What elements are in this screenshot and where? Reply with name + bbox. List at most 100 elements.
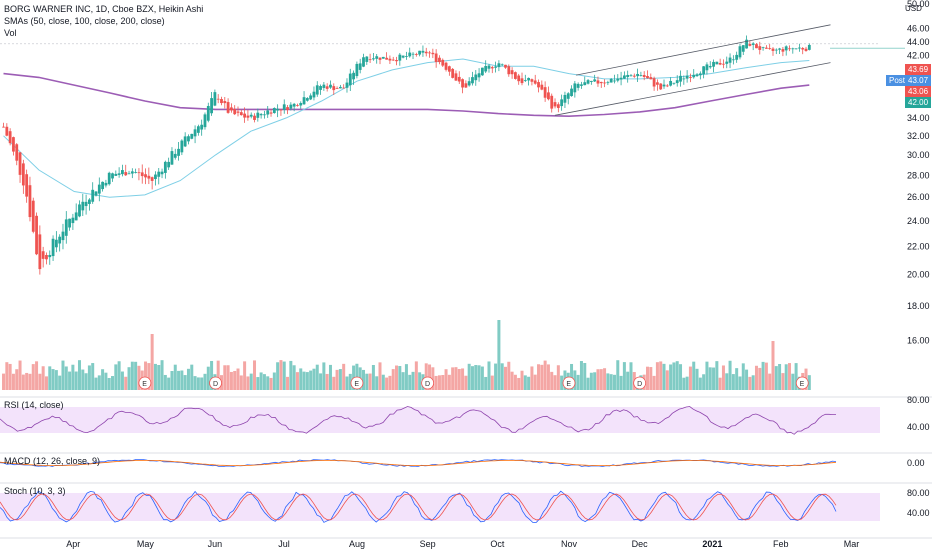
candle-body (137, 172, 141, 174)
event-label: E (800, 381, 805, 388)
candle-body (494, 66, 497, 68)
candle-body (236, 111, 240, 113)
candle-body (741, 45, 745, 52)
volume-bar (497, 320, 501, 390)
candle-body (87, 199, 91, 204)
volume-bar (503, 366, 507, 390)
candle-body (477, 73, 481, 78)
volume-bar (342, 363, 346, 390)
volume-bar (74, 371, 78, 390)
candle-body (629, 75, 633, 77)
volume-bar (94, 377, 98, 390)
volume-bar (434, 375, 438, 390)
volume-bar (18, 360, 22, 390)
volume-bar (523, 375, 527, 390)
candle-body (2, 126, 5, 128)
candle-body (556, 104, 560, 108)
volume-bar (437, 375, 441, 390)
time-label: May (137, 539, 155, 549)
volume-bar (335, 369, 339, 390)
candle-body (395, 60, 398, 62)
event-label: E (566, 381, 571, 388)
candle-body (718, 63, 722, 65)
candle-body (226, 102, 230, 113)
price-tick-label: 24.00 (907, 216, 930, 226)
volume-bar (431, 367, 435, 390)
volume-bar (513, 374, 517, 390)
candle-body (160, 171, 164, 175)
candle-body (619, 77, 623, 80)
event-marker (209, 376, 222, 390)
price-axis: 50.0046.0044.0042.0040.0038.0036.0034.00… (907, 0, 930, 346)
volume-bar (259, 372, 263, 390)
volume-bar (441, 375, 445, 390)
candle-body (272, 108, 276, 114)
macd-signal-line (0, 460, 837, 466)
volume-bar (480, 366, 484, 390)
candle-body (669, 80, 673, 86)
volume-bar (114, 364, 118, 390)
candle-body (570, 88, 573, 97)
volume-bar (788, 363, 792, 390)
volume-bar (35, 361, 39, 390)
volume-bar (200, 377, 204, 390)
candle-body (616, 78, 620, 81)
candle-body (428, 52, 431, 54)
candle-body (444, 62, 448, 70)
candle-body (319, 86, 322, 90)
candle-body (490, 67, 494, 69)
candle-body (682, 78, 686, 80)
candle-body (523, 80, 527, 81)
volume-bar (71, 364, 75, 390)
candle-body (652, 78, 656, 87)
volume-bar (540, 364, 544, 390)
volume-bar (54, 370, 58, 390)
event-marker (562, 376, 576, 390)
candle-body (352, 72, 355, 80)
volume-bar (454, 367, 458, 390)
candle-body (675, 80, 679, 84)
volume-bar (130, 361, 134, 390)
volume-bar (543, 360, 547, 390)
volume-bar (249, 373, 253, 390)
candle-body (130, 171, 134, 174)
volume-bar (361, 369, 365, 390)
candle-body (223, 101, 227, 104)
volume-bar (81, 369, 85, 390)
candle-body (362, 57, 365, 67)
volume-bar (68, 371, 72, 390)
candle-body (111, 173, 114, 179)
candle-body (560, 99, 564, 107)
candle-body (755, 44, 758, 49)
volume-bar (754, 365, 758, 390)
candle-body (451, 68, 455, 78)
sma-legend: SMAs (50, close, 100, close, 200, close) (4, 16, 165, 26)
volume-bar (345, 376, 349, 390)
volume-bar (784, 364, 788, 390)
macd-legend: MACD (12, 26, close, 9) (4, 456, 101, 466)
candle-body (12, 137, 15, 152)
candle-body (758, 46, 762, 50)
candle-body (613, 80, 616, 82)
candle-body (259, 114, 263, 116)
candle-body (774, 49, 778, 51)
volume-bar (77, 360, 81, 390)
volume-bar (494, 363, 498, 390)
volume-bar (61, 360, 65, 390)
candle-body (206, 105, 210, 121)
volume-bar (589, 372, 593, 390)
candle-body (173, 153, 177, 158)
volume-bar (546, 364, 550, 390)
volume-bar (2, 373, 6, 390)
candle-body (124, 172, 128, 176)
candle-body (332, 86, 336, 91)
volume-bar (28, 373, 32, 390)
candle-body (213, 92, 217, 106)
volume-bar (388, 375, 392, 390)
volume-bar (292, 365, 296, 390)
candle-body (414, 54, 418, 55)
candle-body (540, 84, 544, 90)
volume-bar (593, 372, 597, 390)
stoch-d-line (0, 493, 837, 521)
